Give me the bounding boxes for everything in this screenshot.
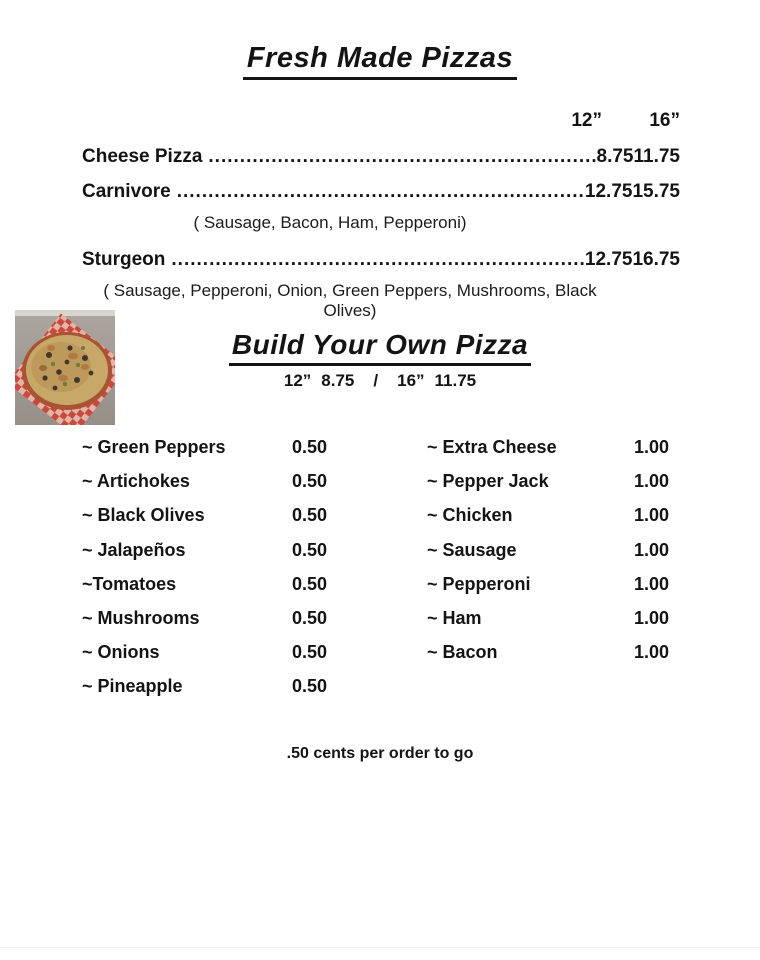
topping-row-chicken: ~ Chicken 1.00 [427, 505, 669, 539]
byo-size2-price: 11.75 [434, 371, 477, 390]
topping-row-extra-cheese: ~ Extra Cheese 1.00 [427, 437, 669, 471]
menu-item-cheese-pizza: Cheese Pizza ...........................… [82, 146, 680, 168]
size-col-16: 16” [649, 110, 680, 131]
byo-size1-price: 8.75 [321, 371, 355, 390]
byo-size1-label: 12” [283, 371, 312, 390]
toppings-column-left: ~ Green Peppers 0.50 ~ Artichokes 0.50 ~… [82, 437, 327, 711]
topping-label: ~ Onions [82, 642, 160, 663]
item-description-sturgeon: ( Sausage, Pepperoni, Onion, Green Peppe… [103, 281, 597, 320]
topping-price: 0.50 [291, 539, 327, 560]
dot-leader: ........................................… [208, 146, 596, 167]
byo-separator: / [373, 371, 379, 390]
topping-price: 1.00 [633, 505, 669, 526]
topping-label: ~ Bacon [427, 642, 498, 663]
topping-label: ~ Green Peppers [82, 437, 226, 457]
topping-price: 1.00 [633, 642, 669, 663]
topping-label: ~ Ham [427, 607, 482, 628]
byo-size2-label: 16” [397, 371, 425, 390]
topping-row-onions: ~ Onions 0.50 [82, 642, 327, 676]
topping-price: 0.50 [291, 471, 327, 492]
topping-price: 1.00 [633, 471, 669, 492]
size-header-row: 12” 16” [82, 110, 680, 132]
topping-price: 0.50 [291, 676, 327, 697]
topping-label: ~ Mushrooms [82, 607, 200, 628]
topping-row-sausage: ~ Sausage 1.00 [427, 540, 669, 574]
topping-price: 0.50 [291, 607, 327, 628]
topping-price: 0.50 [291, 573, 327, 594]
topping-label: ~Tomatoes [82, 573, 177, 594]
topping-label: ~ Pineapple [82, 676, 183, 697]
topping-price: 0.50 [291, 437, 327, 457]
topping-label: ~ Sausage [427, 539, 517, 560]
build-your-own-heading: Build Your Own Pizza [0, 329, 760, 366]
topping-price: 0.50 [291, 505, 327, 526]
build-your-own-sizes: 12” 8.75 / 16” 11.75 [0, 371, 760, 391]
topping-row-green-peppers: ~ Green Peppers 0.50 [82, 437, 327, 471]
topping-row-black-olives: ~ Black Olives 0.50 [82, 505, 327, 539]
topping-label: ~ Black Olives [82, 505, 205, 526]
topping-label: ~ Pepperoni [427, 573, 531, 594]
menu-item-carnivore: Carnivore ..............................… [82, 181, 680, 203]
topping-price: 1.00 [633, 539, 669, 560]
topping-label: ~ Extra Cheese [427, 437, 557, 457]
menu-item-sturgeon: Sturgeon ...............................… [82, 249, 680, 271]
size-col-12: 12” [571, 110, 602, 131]
topping-label: ~ Pepper Jack [427, 471, 549, 492]
topping-row-pepperoni: ~ Pepperoni 1.00 [427, 574, 669, 608]
topping-price: 1.00 [633, 437, 669, 457]
topping-label: ~ Artichokes [82, 471, 190, 492]
topping-label: ~ Chicken [427, 505, 513, 526]
item-description-carnivore: ( Sausage, Bacon, Ham, Pepperoni) [193, 213, 467, 232]
topping-label: ~ Jalapeños [82, 539, 186, 560]
topping-price: 1.00 [633, 573, 669, 594]
item-price-12: 12.75 [584, 181, 633, 202]
topping-row-pepper-jack: ~ Pepper Jack 1.00 [427, 471, 669, 505]
topping-row-mushrooms: ~ Mushrooms 0.50 [82, 608, 327, 642]
dot-leader: ........................................… [171, 249, 585, 270]
topping-row-artichokes: ~ Artichokes 0.50 [82, 471, 327, 505]
item-price-16: 16.75 [632, 249, 680, 270]
item-name: Carnivore [82, 181, 171, 202]
build-your-own-heading-text: Build Your Own Pizza [228, 329, 532, 366]
topping-row-tomatoes: ~Tomatoes 0.50 [82, 574, 327, 608]
page-title-text: Fresh Made Pizzas [242, 42, 518, 80]
topping-row-bacon: ~ Bacon 1.00 [427, 642, 669, 676]
item-price-16: 11.75 [633, 146, 681, 167]
to-go-note: .50 cents per order to go [286, 745, 474, 762]
dot-leader: ........................................… [176, 181, 585, 202]
item-price-12: 12.75 [584, 249, 633, 270]
pizza-photo [6, 310, 129, 436]
item-price-12: 8.75 [596, 146, 634, 167]
pizza-photo-image [6, 310, 129, 436]
topping-price: 0.50 [291, 642, 327, 663]
toppings-list: ~ Green Peppers 0.50 ~ Artichokes 0.50 ~… [82, 437, 669, 711]
topping-row-ham: ~ Ham 1.00 [427, 608, 669, 642]
topping-row-pineapple: ~ Pineapple 0.50 [82, 676, 327, 710]
topping-price: 1.00 [633, 607, 669, 628]
page-title: Fresh Made Pizzas [0, 42, 760, 80]
item-price-16: 15.75 [632, 181, 680, 202]
toppings-column-right: ~ Extra Cheese 1.00 ~ Pepper Jack 1.00 ~… [427, 437, 669, 711]
item-name: Sturgeon [82, 249, 166, 270]
page-bottom-edge [0, 947, 760, 948]
topping-row-jalapenos: ~ Jalapeños 0.50 [82, 540, 327, 574]
item-name: Cheese Pizza [82, 146, 203, 167]
